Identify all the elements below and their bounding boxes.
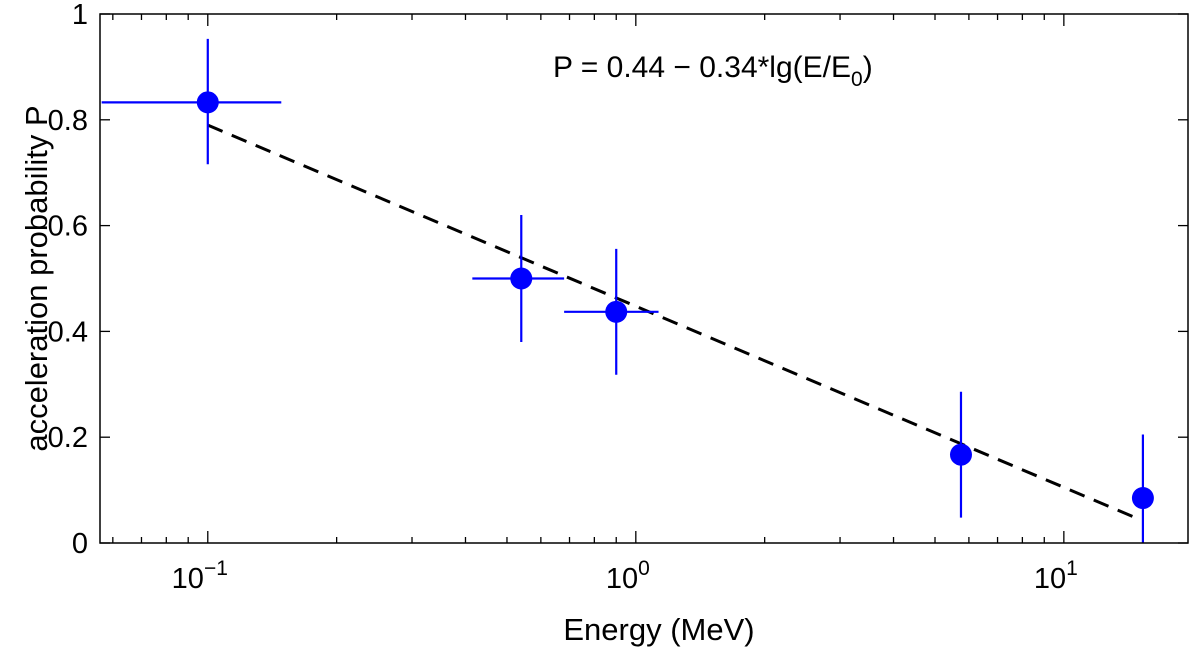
fit-equation-main: P = 0.44 − 0.34*lg(E/E [553,51,851,84]
y-axis-label: acceleration probability P [19,105,54,451]
y-tick-label: 1 [72,0,88,31]
x-tick-label: 101 [1034,557,1078,595]
y-tick-label: 0.6 [48,211,88,243]
y-tick-label: 0.8 [48,105,88,137]
x-axis-label: Energy (MeV) [563,612,754,647]
y-tick-label: 0.2 [48,422,88,454]
data-point [1131,487,1154,510]
fit-equation: P = 0.44 − 0.34*lg(E/E0) [553,51,873,91]
data-point [605,300,628,323]
fit-line [207,123,1134,518]
data-point [949,443,972,466]
x-tick-label: 100 [606,557,650,595]
fit-layer [207,123,1134,518]
data-point [196,91,219,114]
data-point [510,267,533,290]
y-tick-label: 0 [72,528,88,560]
y-tick-label: 0.4 [48,316,88,348]
axis-ticks [100,13,1188,544]
fit-equation-subscript: 0 [851,68,863,91]
x-tick-label: 10−1 [172,557,228,595]
fit-equation-end: ) [863,51,873,84]
tick-labels: 0 0.2 0.4 0.6 0.8 1 10−1 100 101 [48,0,1078,595]
data-points [101,38,1154,543]
plot-frame [99,13,1189,544]
